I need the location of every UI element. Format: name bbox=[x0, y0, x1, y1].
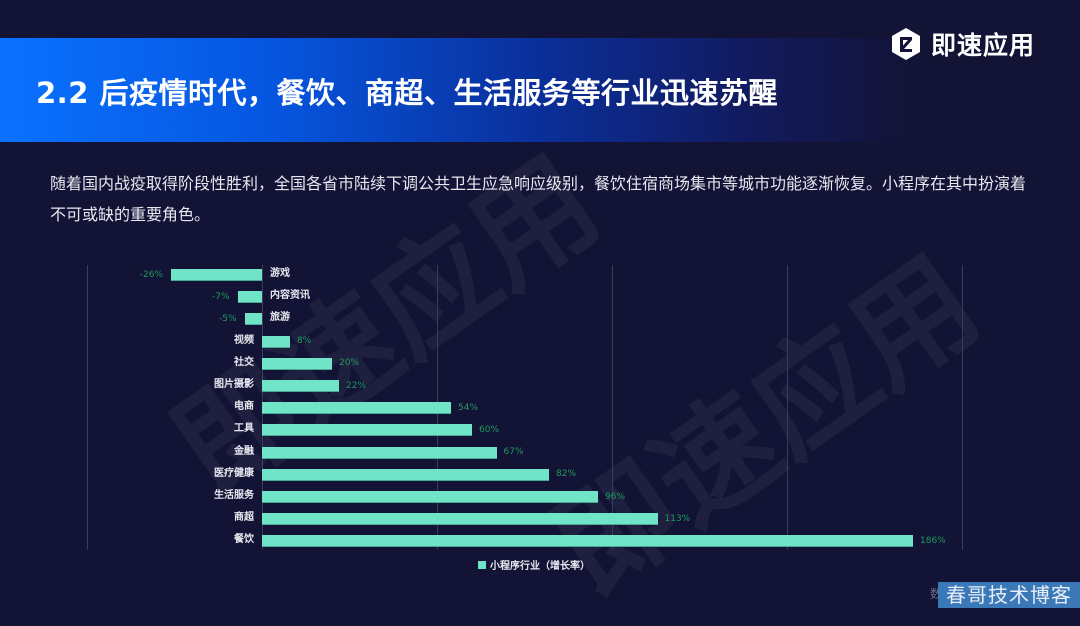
bar bbox=[171, 269, 262, 281]
page-title: 2.2 后疫情时代，餐饮、商超、生活服务等行业迅速苏醒 bbox=[36, 76, 778, 110]
legend-label: 小程序行业（增长率） bbox=[490, 561, 590, 572]
blog-badge: 春哥技术博客 bbox=[938, 582, 1080, 608]
category-label: 视频 bbox=[234, 334, 254, 346]
value-label: 82% bbox=[556, 469, 577, 480]
brand-logo: 即速应用 bbox=[889, 26, 1035, 62]
bar bbox=[262, 513, 658, 526]
gridline bbox=[87, 265, 88, 550]
bar bbox=[262, 468, 549, 481]
gridline bbox=[962, 265, 963, 550]
value-label: 67% bbox=[503, 447, 524, 458]
growth-bar-chart: 游戏 -26% 内容资讯 -7% 旅游 -5% 视频 8% 社交 20% 图片摄影 22% 电商 54% 工… bbox=[87, 265, 963, 550]
bar bbox=[262, 380, 339, 392]
category-label: 社交 bbox=[234, 356, 254, 368]
category-label: 商超 bbox=[234, 512, 254, 524]
bar bbox=[262, 424, 472, 437]
bar bbox=[262, 335, 290, 348]
value-label: 54% bbox=[458, 402, 479, 413]
value-label: 8% bbox=[297, 336, 312, 347]
gridline bbox=[612, 265, 613, 550]
category-label: 电商 bbox=[234, 401, 254, 413]
brand-name: 即速应用 bbox=[931, 31, 1036, 60]
category-label: 生活服务 bbox=[214, 490, 254, 501]
chart-legend: 小程序行业（增长率） bbox=[478, 557, 590, 572]
gridline bbox=[787, 265, 788, 550]
bar bbox=[262, 357, 332, 370]
bar bbox=[262, 402, 451, 415]
category-label: 金融 bbox=[234, 445, 254, 457]
category-label: 图片摄影 bbox=[214, 379, 254, 390]
value-label: 20% bbox=[339, 358, 360, 369]
legend-swatch bbox=[478, 560, 486, 569]
bar bbox=[262, 535, 913, 548]
value-label: 96% bbox=[605, 491, 626, 502]
category-label: 医疗健康 bbox=[214, 467, 254, 479]
value-label: -7% bbox=[211, 291, 230, 302]
hexagon-z-logo-icon bbox=[892, 28, 920, 60]
value-label: 22% bbox=[346, 380, 367, 391]
value-label: 60% bbox=[479, 424, 500, 435]
category-label: 内容资讯 bbox=[270, 290, 310, 302]
category-label: 工具 bbox=[234, 423, 254, 435]
value-label: 113% bbox=[664, 513, 691, 524]
category-label: 餐饮 bbox=[234, 534, 254, 546]
value-label: -26% bbox=[139, 269, 163, 280]
bar bbox=[262, 491, 598, 503]
bar bbox=[262, 446, 497, 459]
bar bbox=[237, 291, 262, 304]
bar bbox=[244, 313, 262, 326]
value-label: -5% bbox=[218, 313, 237, 324]
value-label: 186% bbox=[920, 535, 946, 546]
category-label: 旅游 bbox=[270, 312, 290, 324]
category-label: 游戏 bbox=[270, 268, 290, 279]
description-text: 随着国内战疫取得阶段性胜利，全国各省市陆续下调公共卫生应急响应级别，餐饮住宿商场… bbox=[50, 174, 1027, 224]
